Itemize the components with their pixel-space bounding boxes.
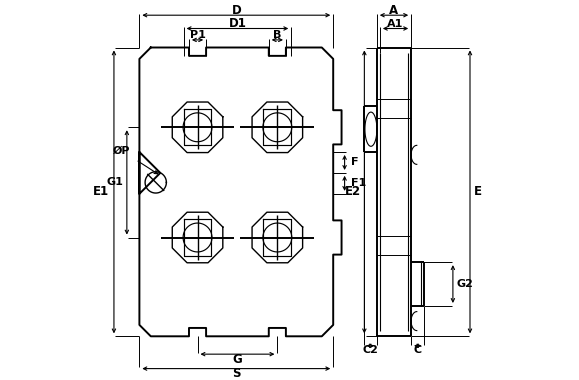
Text: D: D <box>232 4 241 17</box>
Text: P1: P1 <box>189 30 206 40</box>
Text: D1: D1 <box>229 17 247 30</box>
Text: F1: F1 <box>351 178 367 188</box>
Text: S: S <box>232 367 240 380</box>
Text: C2: C2 <box>362 345 378 355</box>
Text: F: F <box>351 157 359 168</box>
Text: B: B <box>273 30 281 40</box>
Text: G1: G1 <box>106 177 123 187</box>
Text: C: C <box>413 345 422 355</box>
Text: E1: E1 <box>93 185 109 198</box>
Text: ØP: ØP <box>112 146 130 155</box>
Text: A1: A1 <box>387 19 404 29</box>
Text: G2: G2 <box>457 279 474 289</box>
Text: E2: E2 <box>345 185 361 198</box>
Text: G: G <box>233 353 243 366</box>
Text: A: A <box>390 4 398 17</box>
Text: E: E <box>474 185 482 198</box>
